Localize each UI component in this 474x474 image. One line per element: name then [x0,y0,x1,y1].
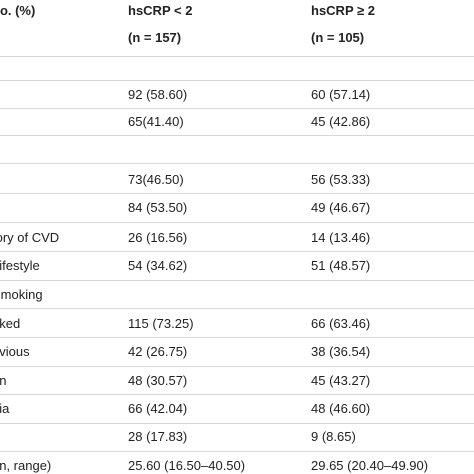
row-divider [0,394,474,395]
row-divider [0,251,474,252]
cell-value: 14 (13.46) [311,230,371,245]
cell-value: 65(41.40) [128,114,184,129]
row-divider [0,108,474,109]
cell-value: 115 (73.25) [128,316,194,331]
row-label: Lifestyle [0,258,40,273]
cell-value: 48 (30.57) [128,373,188,388]
row-label: tory of CVD [0,230,60,245]
row-divider [0,222,474,223]
header-characteristic: no. (%) [0,3,36,18]
row-divider [0,280,474,281]
cell-value: 45 (43.27) [311,373,371,388]
row-label: on [0,373,7,388]
header-hscrp-low: hsCRP < 2 [128,3,193,18]
cell-value: 51 (48.57) [311,258,371,273]
cell-value: 29.65 (20.40–49.90) [311,458,429,473]
row-label: evious [0,344,30,359]
row-divider [0,451,474,452]
header-n-high: (n = 105) [311,30,365,45]
cell-value: 49 (46.67) [311,200,371,215]
cell-value: 45 (42.86) [311,114,371,129]
row-divider [0,193,474,194]
row-divider [0,80,474,81]
cell-value: 9 (8.65) [311,429,356,444]
cell-value: 28 (17.83) [128,429,188,444]
row-divider [0,135,474,136]
cell-value: 92 (58.60) [128,87,188,102]
row-label: an, range) [0,458,52,473]
row-label: Smoking [0,287,43,302]
header-rule [0,56,474,57]
cell-value: 25.60 (16.50–40.50) [128,458,246,473]
cell-value: 26 (16.56) [128,230,188,245]
cell-value: 66 (42.04) [128,401,188,416]
row-label: oked [0,316,21,331]
cell-value: 48 (46.60) [311,401,371,416]
cell-value: 73(46.50) [128,172,184,187]
cell-value: 84 (53.50) [128,200,188,215]
cell-value: 42 (26.75) [128,344,188,359]
cell-value: 56 (53.33) [311,172,371,187]
cell-value: 60 (57.14) [311,87,371,102]
row-divider [0,308,474,309]
header-hscrp-high: hsCRP ≥ 2 [311,3,375,18]
cell-value: 38 (36.54) [311,344,371,359]
row-divider [0,163,474,164]
row-divider [0,366,474,367]
header-n-low: (n = 157) [128,30,182,45]
cell-value: 54 (34.62) [128,258,188,273]
row-label: nia [0,401,10,416]
cell-value: 66 (63.46) [311,316,371,331]
row-divider [0,337,474,338]
row-divider [0,423,474,424]
